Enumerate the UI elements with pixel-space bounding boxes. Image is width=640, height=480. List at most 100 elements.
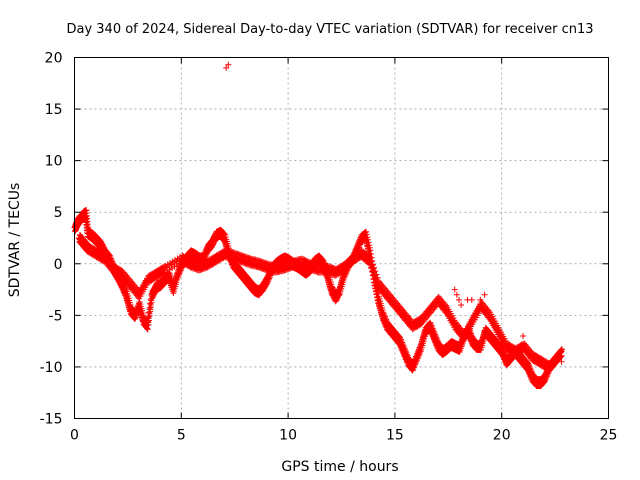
data-point xyxy=(148,299,155,306)
y-tick-label: 15 xyxy=(45,102,63,118)
data-point xyxy=(368,257,375,264)
data-point xyxy=(146,313,153,320)
data-point xyxy=(363,228,370,235)
data-point xyxy=(145,309,152,316)
data-point xyxy=(367,254,374,261)
data-point xyxy=(453,291,460,298)
data-point xyxy=(145,321,152,328)
data-point xyxy=(160,270,167,277)
data-point xyxy=(373,271,380,278)
data-point xyxy=(364,236,371,243)
data-point xyxy=(455,296,462,303)
data-point xyxy=(458,302,465,309)
data-point xyxy=(451,286,458,293)
data-point xyxy=(554,353,561,360)
data-point xyxy=(264,278,271,285)
data-point xyxy=(145,313,152,320)
data-point xyxy=(144,318,151,325)
data-point xyxy=(266,275,273,282)
data-points xyxy=(71,61,565,390)
data-point xyxy=(147,300,154,307)
data-point xyxy=(265,276,272,283)
data-point xyxy=(412,361,419,368)
x-tick-label: 5 xyxy=(177,428,186,444)
data-point xyxy=(132,314,139,321)
data-point xyxy=(133,311,140,318)
data-point xyxy=(147,308,154,315)
data-point xyxy=(416,349,423,356)
data-point xyxy=(267,272,274,279)
data-point xyxy=(266,273,273,280)
data-point xyxy=(416,351,423,358)
data-point xyxy=(144,326,151,333)
y-tick-label: 10 xyxy=(45,154,63,170)
data-point xyxy=(365,239,372,246)
data-point xyxy=(177,267,184,274)
y-tick-label: -5 xyxy=(49,308,63,324)
data-point xyxy=(412,360,419,367)
y-tick-label: 0 xyxy=(54,257,63,273)
data-point xyxy=(176,270,183,277)
data-point xyxy=(372,268,379,275)
data-point xyxy=(413,358,420,365)
data-point xyxy=(131,315,138,322)
x-tick-label: 0 xyxy=(70,428,79,444)
data-point xyxy=(410,364,417,371)
x-tick-label: 20 xyxy=(493,428,511,444)
data-point xyxy=(341,274,348,281)
data-point xyxy=(411,363,418,370)
x-tick-label: 15 xyxy=(386,428,404,444)
data-point xyxy=(414,355,421,362)
data-point xyxy=(558,358,565,365)
data-point xyxy=(364,234,371,241)
data-point xyxy=(552,360,559,367)
data-point xyxy=(367,247,374,254)
data-point xyxy=(520,332,527,339)
data-point xyxy=(557,349,564,356)
y-tick-label: -10 xyxy=(40,360,63,376)
data-point xyxy=(225,61,232,68)
y-axis-label: SDTVAR / TECUs xyxy=(7,183,23,298)
data-point xyxy=(144,322,151,329)
data-point xyxy=(145,317,152,324)
data-point xyxy=(409,367,416,374)
data-point xyxy=(413,357,420,364)
data-point xyxy=(553,355,560,362)
data-point xyxy=(542,377,549,384)
data-point xyxy=(542,376,549,383)
data-point xyxy=(175,271,182,278)
data-point xyxy=(341,273,348,280)
data-point xyxy=(557,349,564,356)
data-point xyxy=(417,348,424,355)
chart-title: Day 340 of 2024, Sidereal Day-to-day VTE… xyxy=(66,22,593,37)
plot-frame xyxy=(74,57,609,419)
data-point xyxy=(481,291,488,298)
data-point xyxy=(543,373,550,380)
data-point xyxy=(366,242,373,249)
x-axis-label: GPS time / hours xyxy=(281,459,398,475)
data-point xyxy=(544,371,551,378)
data-point xyxy=(264,279,271,286)
y-tick-label: -15 xyxy=(40,412,63,428)
data-point xyxy=(203,251,210,258)
data-point xyxy=(177,268,184,275)
data-point xyxy=(202,253,209,260)
data-point xyxy=(477,296,484,303)
data-point xyxy=(174,274,181,281)
data-point xyxy=(342,271,349,278)
data-point xyxy=(558,348,565,355)
data-point xyxy=(147,304,154,311)
data-point xyxy=(410,366,417,373)
data-point xyxy=(375,290,382,297)
axes: 0 5 10 15 20 25 -15 -10 -5 0 5 10 15 20 xyxy=(40,51,618,444)
data-point xyxy=(415,352,422,359)
data-point xyxy=(357,241,364,248)
data-point xyxy=(374,274,381,281)
x-tick-label: 25 xyxy=(600,428,618,444)
data-point xyxy=(133,313,140,320)
data-point xyxy=(370,264,377,271)
data-point xyxy=(223,64,230,71)
data-point xyxy=(468,296,475,303)
y-tick-label: 5 xyxy=(54,205,63,221)
